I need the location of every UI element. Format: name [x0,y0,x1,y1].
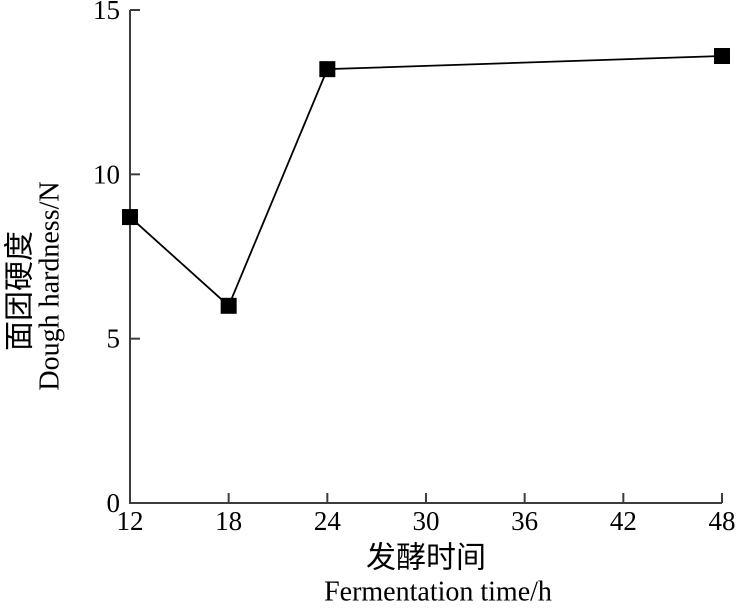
x-tick-label: 42 [610,506,637,536]
x-tick-label: 48 [709,506,736,536]
x-tick-label: 24 [314,506,342,536]
data-point-marker [714,48,730,65]
x-tick-label: 18 [215,506,242,536]
x-axis-label-en: Fermentation time/h [324,577,552,608]
data-point-marker [319,61,336,78]
y-tick-label: 10 [93,159,120,189]
y-tick-label: 0 [107,488,121,518]
data-line [129,55,723,308]
axes-spines [129,10,722,504]
plot-area: 12 18 24 30 36 42 48 0 5 10 15 [93,0,736,536]
data-point-marker [220,297,237,314]
y-axis-label-en: Dough hardness/N [35,181,66,390]
y-axis-label-zh: 面团硬度 [4,231,37,351]
y-tick-label: 5 [107,324,121,354]
data-point-marker [122,209,138,226]
y-tick-label: 15 [93,0,120,25]
x-tick-label: 12 [117,506,144,536]
x-tick-label: 30 [413,506,440,536]
x-tick-label: 36 [511,506,538,536]
x-axis-label-zh: 发酵时间 [366,542,486,575]
